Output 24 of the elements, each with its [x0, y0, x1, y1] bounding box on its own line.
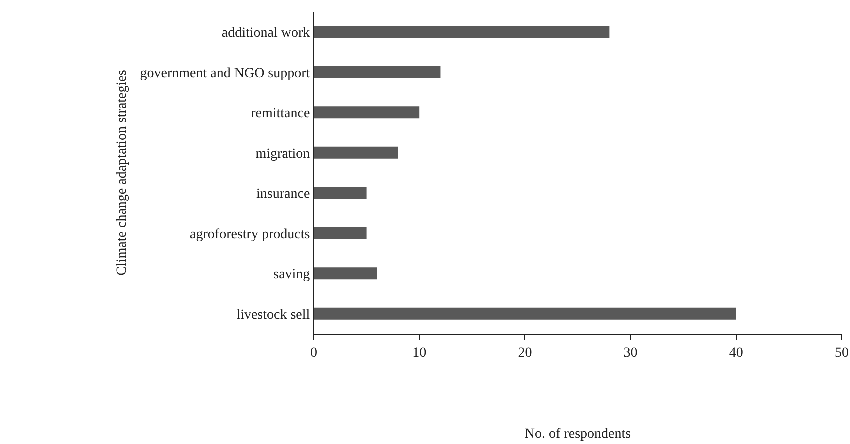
bar — [314, 187, 367, 200]
x-tick-label: 40 — [729, 346, 744, 361]
bar — [314, 146, 398, 159]
x-tick-label: 10 — [412, 346, 427, 361]
x-tick-label: 50 — [835, 346, 849, 361]
y-tick-label: saving — [274, 268, 310, 283]
bar — [314, 268, 378, 280]
x-tick-label: 0 — [310, 346, 318, 361]
y-tick-label: additional work — [222, 26, 310, 42]
x-tick-label: 30 — [624, 346, 638, 361]
bar — [314, 308, 736, 320]
y-tick-label: migration — [256, 146, 310, 162]
y-tick-label: livestock sell — [236, 308, 310, 323]
bar — [314, 26, 610, 38]
bar — [314, 66, 441, 78]
x-tick-label: 20 — [518, 346, 532, 361]
y-tick-label: agroforestry products — [190, 227, 310, 242]
y-tick-label: remittance — [251, 106, 310, 122]
bar — [314, 227, 367, 240]
y-axis-title: Climate change adaptation strategies — [114, 70, 130, 276]
y-tick-label: government and NGO support — [140, 66, 310, 82]
y-tick-label: insurance — [256, 187, 310, 202]
x-axis-title: No. of respondents — [524, 427, 632, 442]
bar — [314, 106, 420, 119]
